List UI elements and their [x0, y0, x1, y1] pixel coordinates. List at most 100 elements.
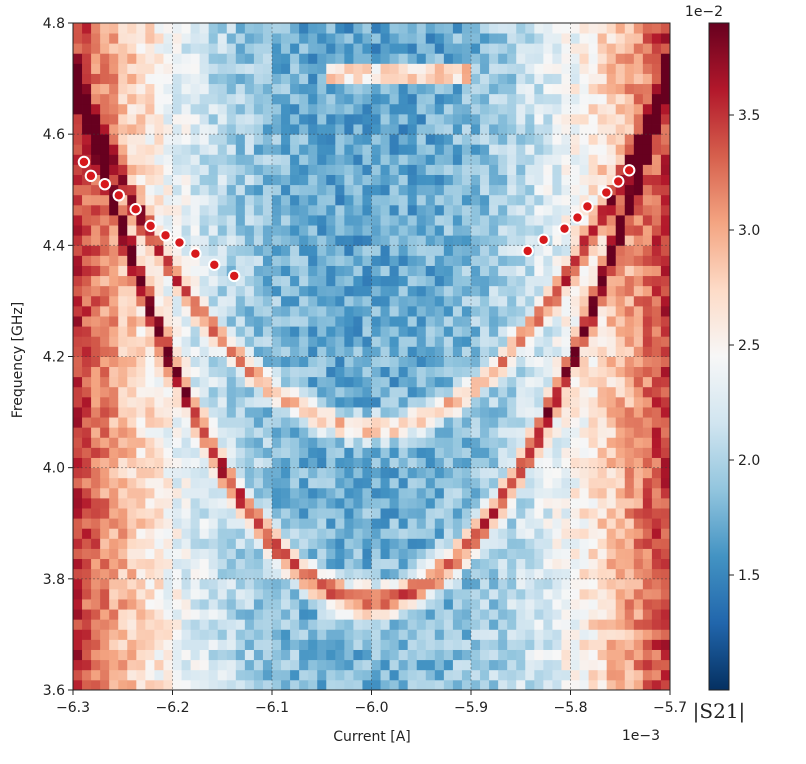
heatmap-cell [208, 326, 219, 337]
heatmap-cell [597, 396, 608, 408]
heatmap-cell [109, 93, 119, 105]
heatmap-cell [127, 437, 137, 448]
heatmap-cell [199, 33, 210, 44]
marked-point [144, 219, 157, 233]
heatmap-cell [579, 285, 589, 297]
heatmap-cell [362, 346, 372, 357]
heatmap-cell [588, 558, 599, 570]
heatmap-cell [543, 275, 553, 287]
heatmap-cell [425, 113, 436, 125]
heatmap-cell [262, 43, 273, 54]
heatmap-cell [145, 588, 155, 600]
heatmap-cell [154, 568, 164, 580]
heatmap-cell [362, 669, 372, 681]
heatmap-cell [181, 33, 191, 44]
heatmap-cell [181, 568, 191, 580]
heatmap-cell [534, 43, 544, 54]
heatmap-cell [633, 619, 644, 630]
heatmap-cell [633, 275, 644, 287]
heatmap-cell [362, 437, 372, 448]
heatmap-cell [308, 245, 318, 256]
heatmap-cell [344, 103, 354, 115]
heatmap-cell [525, 447, 535, 458]
heatmap-cell [389, 164, 400, 175]
heatmap-cell [642, 649, 653, 661]
heatmap-cell [597, 558, 608, 570]
heatmap-cell [272, 619, 282, 630]
heatmap-cell [262, 669, 273, 681]
heatmap-cell [552, 528, 562, 539]
heatmap-cell [597, 386, 608, 398]
heatmap-cell [299, 144, 309, 155]
heatmap-cell [308, 144, 318, 155]
heatmap-cell [308, 427, 318, 438]
heatmap-cell [317, 497, 327, 509]
heatmap-cell [136, 194, 146, 206]
heatmap-cell [181, 194, 191, 206]
heatmap-cell [633, 629, 644, 640]
heatmap-cell [561, 184, 571, 196]
heatmap-cell [398, 599, 409, 610]
heatmap-cell [561, 63, 571, 74]
heatmap-cell [163, 245, 173, 256]
heatmap-cell [525, 477, 535, 489]
heatmap-cell [407, 305, 418, 317]
heatmap-cell [434, 336, 445, 347]
heatmap-cell [172, 639, 182, 650]
heatmap-cell [633, 53, 644, 64]
heatmap-cell [552, 204, 562, 216]
heatmap-cell [624, 144, 635, 155]
heatmap-cell [407, 194, 418, 206]
heatmap-cell [461, 204, 472, 216]
heatmap-cell [489, 154, 499, 165]
heatmap-cell [498, 164, 508, 175]
heatmap-cell [660, 144, 671, 155]
heatmap-cell [226, 23, 237, 34]
heatmap-cell [516, 93, 526, 105]
heatmap-cell [208, 528, 219, 539]
heatmap-cell [461, 396, 472, 408]
heatmap-cell [181, 457, 191, 469]
heatmap-cell [362, 639, 372, 650]
heatmap-cell [561, 83, 571, 95]
heatmap-cell [507, 487, 517, 499]
heatmap-cell [73, 295, 83, 307]
heatmap-cell [290, 568, 300, 580]
heatmap-cell [651, 93, 662, 105]
heatmap-cell [534, 326, 544, 337]
y-axis-label: Frequency [GHz] [10, 302, 26, 418]
heatmap-cell [335, 23, 345, 34]
heatmap-cell [389, 316, 400, 327]
heatmap-cell [525, 164, 535, 175]
heatmap-cell [199, 427, 210, 438]
heatmap-cell [362, 134, 372, 145]
heatmap-cell [244, 124, 255, 135]
heatmap-cell [326, 134, 336, 145]
heatmap-cell [516, 73, 526, 85]
heatmap-cell [109, 73, 119, 85]
heatmap-cell [633, 73, 644, 85]
heatmap-cell [534, 305, 544, 317]
heatmap-cell [380, 518, 390, 529]
heatmap-cell [217, 164, 228, 175]
heatmap-cell [73, 124, 83, 135]
heatmap-cell [480, 83, 490, 95]
heatmap-cell [73, 255, 83, 266]
heatmap-cell [82, 629, 92, 640]
marked-point [173, 236, 186, 249]
heatmap-cell [172, 578, 182, 590]
heatmap-cell [660, 588, 671, 600]
heatmap-cell [154, 599, 164, 610]
heatmap-cell [489, 204, 499, 216]
heatmap-cell [299, 548, 309, 560]
heatmap-cell [416, 376, 427, 388]
heatmap-cell [561, 629, 571, 640]
heatmap-cell [281, 144, 291, 155]
heatmap-cell [516, 336, 526, 347]
heatmap-cell [308, 487, 318, 499]
heatmap-cell [552, 366, 562, 378]
heatmap-cell [109, 113, 119, 125]
heatmap-cell [317, 73, 327, 85]
heatmap-cell [344, 63, 354, 74]
heatmap-cell [543, 326, 553, 337]
